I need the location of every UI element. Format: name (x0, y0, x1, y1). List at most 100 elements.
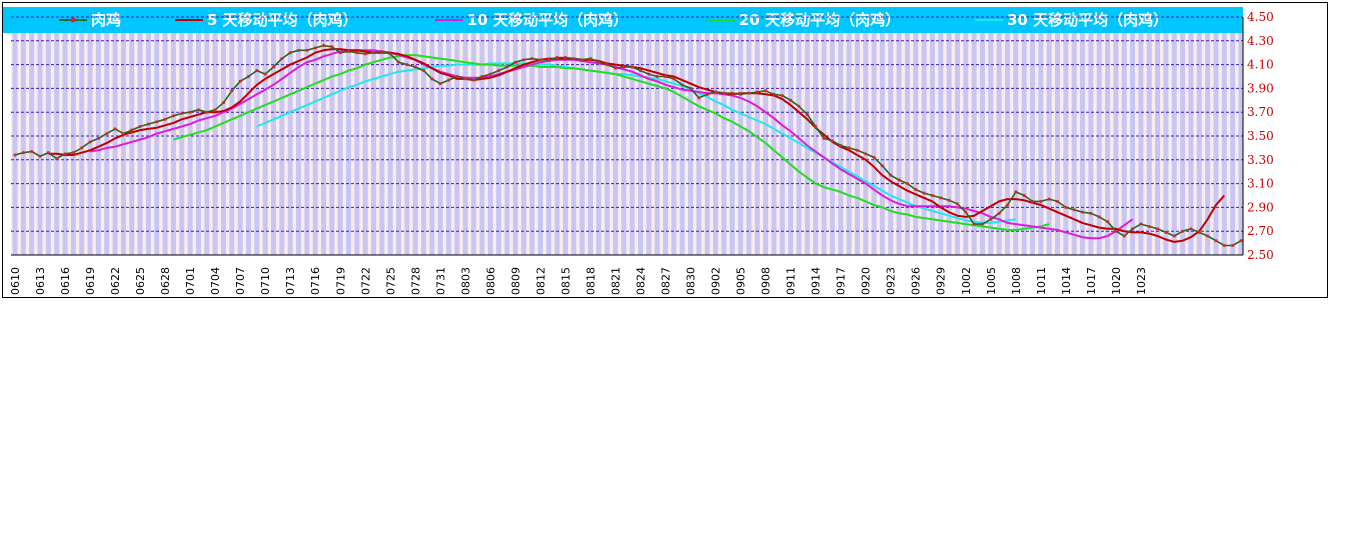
background-bar (379, 33, 385, 255)
data-point (130, 128, 134, 132)
data-point (730, 91, 734, 95)
background-bar (954, 33, 960, 255)
background-bar (187, 33, 193, 255)
background-bar (854, 33, 860, 255)
x-axis: 0610 0613 0616 0619 0622 0625 0628 0701 0704 0707… (9, 267, 1148, 295)
legend-item: 30 天移动平均（肉鸡） (975, 11, 1168, 29)
background-bar (704, 33, 710, 255)
background-bar (387, 33, 393, 255)
data-point (714, 90, 718, 94)
background-bar (1155, 33, 1161, 255)
background-bar (95, 33, 101, 255)
background-bar (145, 33, 151, 255)
data-point (739, 92, 743, 96)
data-point (655, 75, 659, 78)
background-bar (129, 33, 135, 255)
data-point (355, 51, 359, 55)
data-point (380, 50, 384, 54)
background-bar (1021, 33, 1027, 255)
data-point (297, 48, 301, 52)
data-point (322, 44, 326, 48)
data-point (397, 60, 401, 64)
background-bar (279, 33, 285, 255)
data-point (155, 120, 159, 124)
background-bar (1121, 33, 1127, 255)
background-bar (546, 33, 552, 255)
background-bar (396, 33, 402, 255)
background-bar (229, 33, 235, 255)
background-bar (638, 33, 643, 255)
data-point (1056, 199, 1059, 203)
background-bar (1029, 33, 1035, 255)
data-point (830, 139, 834, 143)
background-bar (179, 33, 185, 255)
x-tick-label: 0929 (935, 267, 948, 295)
x-tick-label: 0926 (910, 267, 923, 295)
background-bar (321, 33, 327, 255)
background-bar (412, 33, 418, 255)
data-point (472, 78, 476, 82)
x-tick-label: 0920 (860, 267, 873, 295)
x-tick-label: 0914 (810, 267, 823, 295)
data-point (588, 57, 592, 61)
background-bar (471, 33, 477, 255)
data-point (488, 72, 492, 76)
background-bar (1113, 33, 1119, 255)
background-bar (87, 33, 93, 255)
background-bar (162, 33, 168, 255)
data-point (722, 91, 726, 95)
data-point (1106, 220, 1110, 224)
data-point (430, 77, 434, 81)
data-point (522, 58, 526, 62)
x-tick-label: 0625 (134, 267, 147, 295)
data-point (605, 63, 609, 67)
legend-marker (70, 17, 76, 23)
background-bar (1280, 33, 1285, 255)
data-point (463, 77, 467, 81)
x-tick-label: 0731 (434, 267, 447, 295)
data-point (772, 92, 776, 96)
background-bar (996, 33, 1002, 255)
data-point (1114, 229, 1118, 233)
data-point (413, 65, 417, 69)
background-bar (788, 33, 794, 255)
data-point (1097, 215, 1101, 219)
background-bar (1188, 33, 1194, 255)
x-tick-label: 0716 (309, 267, 322, 295)
data-point (71, 151, 75, 155)
background-bar (446, 33, 452, 255)
data-point (697, 96, 701, 100)
background-bar (696, 33, 702, 255)
background-bar (1180, 33, 1186, 255)
background-bar (195, 33, 201, 255)
data-point (563, 55, 567, 59)
legend-item: 5 天移动平均（肉鸡） (175, 11, 358, 29)
data-point (330, 45, 334, 49)
data-point (747, 91, 751, 95)
background-bar (1105, 33, 1111, 255)
legend-label: 30 天移动平均（肉鸡） (1007, 11, 1168, 29)
data-point (96, 136, 100, 140)
data-point (422, 69, 426, 73)
data-point (647, 72, 651, 76)
background-bar (629, 33, 635, 255)
data-point (939, 196, 943, 200)
data-point (1081, 210, 1085, 214)
data-point (1030, 199, 1034, 203)
background-bar (921, 33, 927, 255)
background-bar (571, 33, 577, 255)
x-tick-label: 0806 (484, 267, 497, 295)
series-line (173, 54, 1050, 231)
data-point (180, 111, 184, 115)
x-tick-label: 0713 (284, 267, 297, 295)
background-bar (254, 33, 260, 255)
data-point (255, 69, 259, 73)
y-tick-label: 3.50 (1247, 129, 1274, 143)
background-bar (62, 33, 68, 255)
data-point (880, 164, 884, 168)
background-bar (212, 33, 218, 255)
data-point (63, 152, 67, 156)
background-bar (713, 33, 719, 255)
background-bar (863, 33, 869, 255)
x-tick-label: 0902 (710, 267, 723, 295)
